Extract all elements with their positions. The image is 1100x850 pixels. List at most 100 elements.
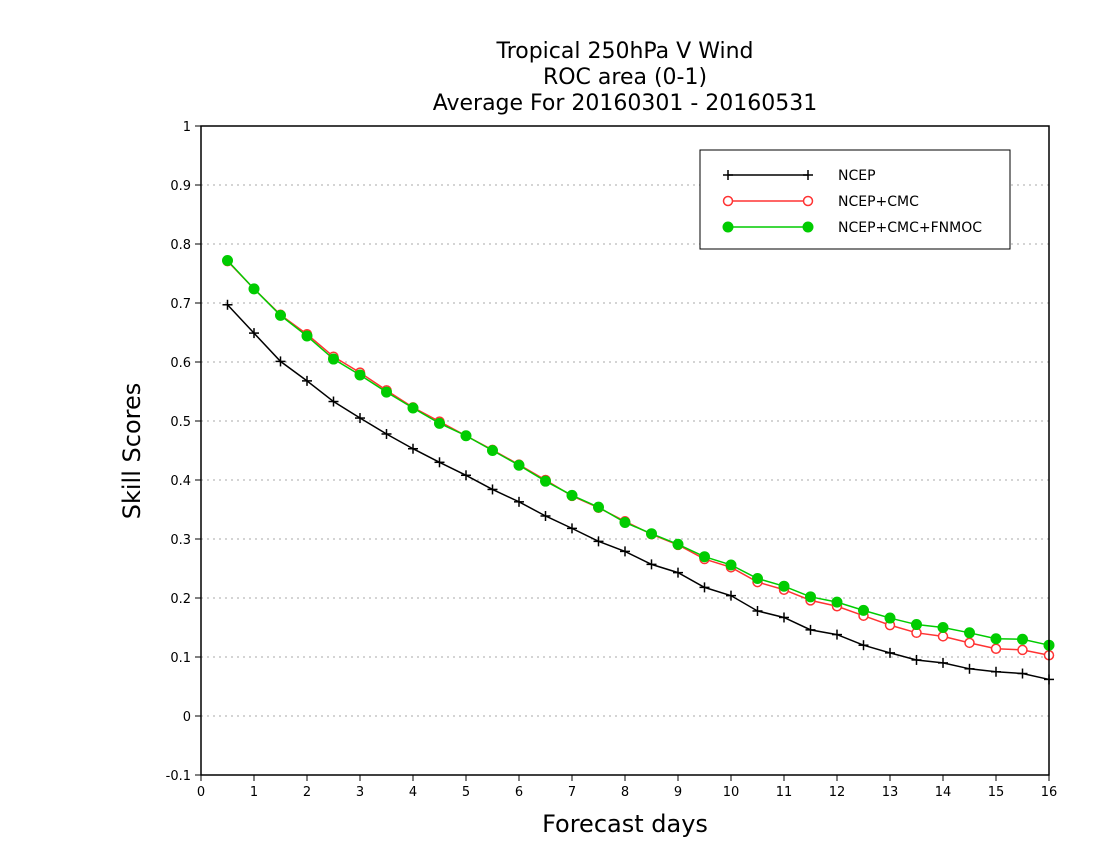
data-point-ncep bbox=[514, 496, 524, 507]
data-point-ncep-cmc-fnmoc bbox=[990, 633, 1002, 645]
chart-title-line-3: Average For 20160301 - 20160531 bbox=[433, 91, 818, 116]
legend-marker bbox=[802, 221, 814, 233]
chart-title-line-1: Tropical 250hPa V Wind bbox=[495, 39, 753, 64]
data-point-ncep bbox=[302, 375, 312, 386]
data-point-ncep-cmc-fnmoc bbox=[434, 417, 445, 429]
data-point-ncep bbox=[355, 413, 365, 424]
data-point-ncep bbox=[805, 624, 816, 635]
x-tick-label: 16 bbox=[1041, 785, 1058, 800]
y-tick-label: 0.1 bbox=[170, 651, 191, 666]
x-tick-label: 13 bbox=[882, 785, 899, 800]
data-point-ncep bbox=[779, 612, 789, 623]
data-point-ncep-cmc-fnmoc bbox=[566, 489, 578, 501]
data-point-ncep-cmc bbox=[1017, 644, 1028, 656]
data-point-ncep-cmc-fnmoc bbox=[275, 309, 286, 321]
data-point-ncep bbox=[726, 590, 736, 601]
data-point-ncep-cmc-fnmoc bbox=[407, 402, 419, 414]
series-layer bbox=[222, 255, 1055, 685]
data-point-ncep bbox=[752, 605, 763, 616]
data-point-ncep bbox=[408, 443, 418, 454]
data-point-ncep-cmc-fnmoc bbox=[805, 591, 816, 603]
data-point-ncep-cmc-fnmoc bbox=[487, 445, 498, 456]
data-point-ncep bbox=[991, 666, 1001, 677]
data-point-ncep bbox=[620, 546, 630, 557]
x-tick-label: 1 bbox=[250, 785, 258, 800]
data-point-ncep-cmc-fnmoc bbox=[725, 559, 737, 571]
data-point-ncep bbox=[381, 428, 392, 439]
legend: NCEP NCEP+CMC NCEP+CMC+FNMOC bbox=[699, 149, 1011, 250]
legend-marker bbox=[723, 170, 733, 180]
chart-title-line-2: ROC area (0-1) bbox=[543, 65, 707, 90]
series-line-ncep-cmc bbox=[226, 260, 1050, 656]
data-point-ncep bbox=[222, 299, 233, 310]
data-point-ncep-cmc-fnmoc bbox=[699, 551, 710, 563]
data-point-ncep bbox=[487, 484, 498, 495]
x-tick-label: 12 bbox=[829, 785, 846, 800]
data-point-ncep bbox=[540, 510, 551, 521]
series-ncep-cmc bbox=[222, 255, 1055, 661]
data-point-ncep bbox=[673, 567, 683, 578]
data-point-ncep bbox=[249, 328, 259, 339]
x-tick-label: 4 bbox=[409, 785, 417, 800]
y-axis-ticks: -0.1 0 0.1 0.2 0.3 0.4 0.5 0.6 0.7 0.8 0.9 1 bbox=[166, 120, 201, 784]
data-point-ncep-cmc-fnmoc bbox=[1017, 633, 1028, 645]
y-tick-label: 0.2 bbox=[170, 592, 191, 607]
legend-label: NCEP+CMC+FNMOC bbox=[838, 220, 982, 236]
data-point-ncep bbox=[699, 582, 710, 593]
legend-marker bbox=[803, 170, 813, 180]
series-line-ncep-cmc-fnmoc bbox=[226, 260, 1050, 646]
legend-label: NCEP+CMC bbox=[838, 194, 919, 210]
legend-marker bbox=[722, 221, 734, 233]
data-point-ncep bbox=[434, 457, 445, 468]
y-tick-label: 0.4 bbox=[170, 474, 191, 489]
x-tick-label: 2 bbox=[303, 785, 311, 800]
y-tick-label: 1 bbox=[183, 120, 191, 135]
data-point-ncep-cmc bbox=[964, 637, 975, 649]
data-point-ncep-cmc-fnmoc bbox=[328, 353, 339, 365]
x-tick-label: 3 bbox=[356, 785, 364, 800]
y-tick-label: 0.3 bbox=[170, 533, 191, 548]
data-point-ncep bbox=[1017, 668, 1028, 679]
data-point-ncep bbox=[858, 640, 869, 651]
data-point-ncep-cmc-fnmoc bbox=[964, 627, 975, 639]
legend-marker bbox=[722, 195, 734, 207]
y-tick-label: -0.1 bbox=[166, 769, 191, 784]
legend-entry-ncep: NCEP bbox=[723, 168, 876, 184]
data-point-ncep bbox=[964, 663, 975, 674]
data-point-ncep bbox=[832, 629, 842, 640]
data-point-ncep bbox=[567, 523, 577, 534]
x-tick-label: 6 bbox=[515, 785, 523, 800]
legend-marker bbox=[802, 195, 814, 207]
data-point-ncep-cmc-fnmoc bbox=[911, 619, 922, 631]
data-point-ncep-cmc-fnmoc bbox=[513, 459, 525, 471]
data-point-ncep-cmc-fnmoc bbox=[646, 528, 657, 540]
data-point-ncep-cmc-fnmoc bbox=[672, 538, 684, 550]
y-tick-label: 0.7 bbox=[170, 297, 191, 312]
x-tick-label: 10 bbox=[723, 785, 740, 800]
x-tick-label: 7 bbox=[568, 785, 576, 800]
data-point-ncep-cmc-fnmoc bbox=[540, 475, 551, 487]
y-tick-label: 0.6 bbox=[170, 356, 191, 371]
data-point-ncep-cmc-fnmoc bbox=[381, 386, 392, 398]
x-tick-label: 9 bbox=[674, 785, 682, 800]
legend-entry-ncep-cmc-fnmoc: NCEP+CMC+FNMOC bbox=[722, 220, 982, 236]
y-tick-label: 0.5 bbox=[170, 415, 191, 430]
data-point-ncep bbox=[461, 470, 471, 481]
data-point-ncep-cmc-fnmoc bbox=[619, 516, 631, 528]
y-tick-label: 0 bbox=[183, 710, 191, 725]
series-ncep bbox=[222, 299, 1054, 685]
data-point-ncep-cmc-fnmoc bbox=[752, 573, 763, 585]
y-axis-label: Skill Scores bbox=[118, 383, 146, 520]
x-tick-label: 8 bbox=[621, 785, 629, 800]
legend-entry-ncep-cmc: NCEP+CMC bbox=[722, 194, 919, 210]
series-ncep-cmc-fnmoc bbox=[222, 255, 1055, 651]
x-tick-label: 15 bbox=[988, 785, 1005, 800]
data-point-ncep-cmc-fnmoc bbox=[937, 622, 949, 633]
data-point-ncep-cmc-fnmoc bbox=[778, 580, 790, 592]
y-tick-label: 0.8 bbox=[170, 238, 191, 253]
data-point-ncep-cmc-fnmoc bbox=[831, 596, 843, 608]
data-point-ncep-cmc-fnmoc bbox=[301, 330, 313, 342]
data-point-ncep bbox=[275, 356, 286, 367]
data-point-ncep bbox=[593, 536, 604, 547]
series-line-ncep bbox=[226, 304, 1050, 681]
